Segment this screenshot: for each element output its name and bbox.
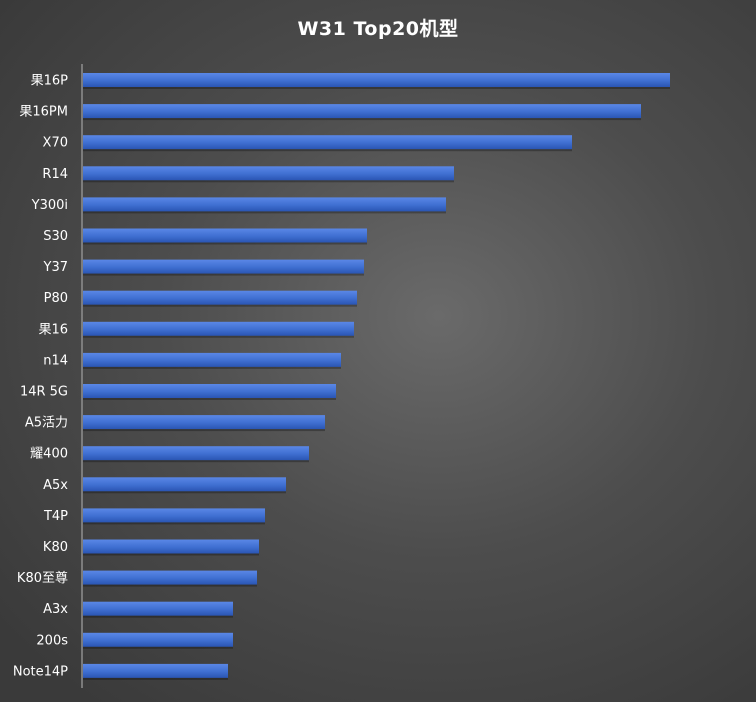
- bar-shadow-0: [83, 87, 670, 89]
- y-tick-label-7: P80: [44, 291, 68, 306]
- y-tick-label-4: Y300i: [31, 198, 68, 213]
- y-tick-label-12: 耀400: [30, 447, 68, 462]
- bar-shadow-9: [83, 366, 341, 369]
- bar-shadow-12: [83, 460, 309, 463]
- bar-shadow-4: [83, 211, 446, 214]
- bar-15: [83, 539, 259, 554]
- bar-19: [83, 663, 228, 678]
- bar-shadow-19: [83, 677, 228, 680]
- bar-shadow-11: [83, 429, 325, 432]
- bar-shadow-2: [83, 149, 572, 152]
- y-tick-label-11: A5活力: [25, 416, 68, 431]
- bar-1: [83, 104, 641, 119]
- bar-shadow-1: [83, 118, 641, 121]
- bar-shadow-17: [83, 615, 233, 618]
- bar-6: [83, 259, 364, 274]
- bar-16: [83, 570, 257, 585]
- bar-0: [83, 73, 670, 87]
- bar-shadow-8: [83, 335, 354, 338]
- bar-14: [83, 508, 265, 523]
- bar-shadow-15: [83, 553, 259, 556]
- bar-shadow-3: [83, 180, 454, 183]
- bar-9: [83, 352, 341, 367]
- y-tick-label-6: Y37: [43, 260, 68, 275]
- bar-12: [83, 446, 309, 461]
- bar-shadow-10: [83, 398, 336, 400]
- bar-5: [83, 228, 367, 243]
- y-tick-label-17: A3x: [43, 602, 68, 617]
- y-tick-label-5: S30: [43, 229, 68, 244]
- bar-shadow-13: [83, 491, 286, 494]
- bar-17: [83, 601, 233, 616]
- bar-shadow-6: [83, 273, 364, 276]
- bar-4: [83, 197, 446, 212]
- bar-11: [83, 415, 325, 430]
- bar-7: [83, 290, 357, 305]
- y-tick-label-13: A5x: [43, 478, 68, 493]
- y-tick-label-1: 果16PM: [19, 105, 68, 120]
- bar-shadow-18: [83, 646, 233, 649]
- bar-shadow-5: [83, 242, 367, 245]
- chart-title: W31 Top20机型: [297, 18, 459, 40]
- bar-shadow-16: [83, 584, 257, 587]
- y-tick-label-0: 果16P: [31, 74, 69, 89]
- bar-10: [83, 384, 336, 398]
- y-tick-label-3: R14: [42, 167, 68, 182]
- y-tick-label-19: Note14P: [13, 664, 68, 679]
- y-tick-label-18: 200s: [36, 633, 68, 648]
- y-tick-label-14: T4P: [43, 509, 68, 524]
- bar-3: [83, 166, 454, 181]
- bar-8: [83, 321, 354, 336]
- y-tick-label-10: 14R 5G: [20, 385, 68, 400]
- bar-2: [83, 135, 572, 150]
- bar-13: [83, 477, 286, 492]
- bar-shadow-7: [83, 304, 357, 307]
- y-tick-label-8: 果16: [38, 322, 68, 337]
- bar-18: [83, 632, 233, 647]
- bar-shadow-14: [83, 522, 265, 525]
- y-tick-label-9: n14: [43, 353, 68, 368]
- y-tick-label-2: X70: [43, 136, 68, 151]
- y-tick-label-15: K80: [43, 540, 68, 555]
- y-tick-label-16: K80至尊: [17, 570, 68, 586]
